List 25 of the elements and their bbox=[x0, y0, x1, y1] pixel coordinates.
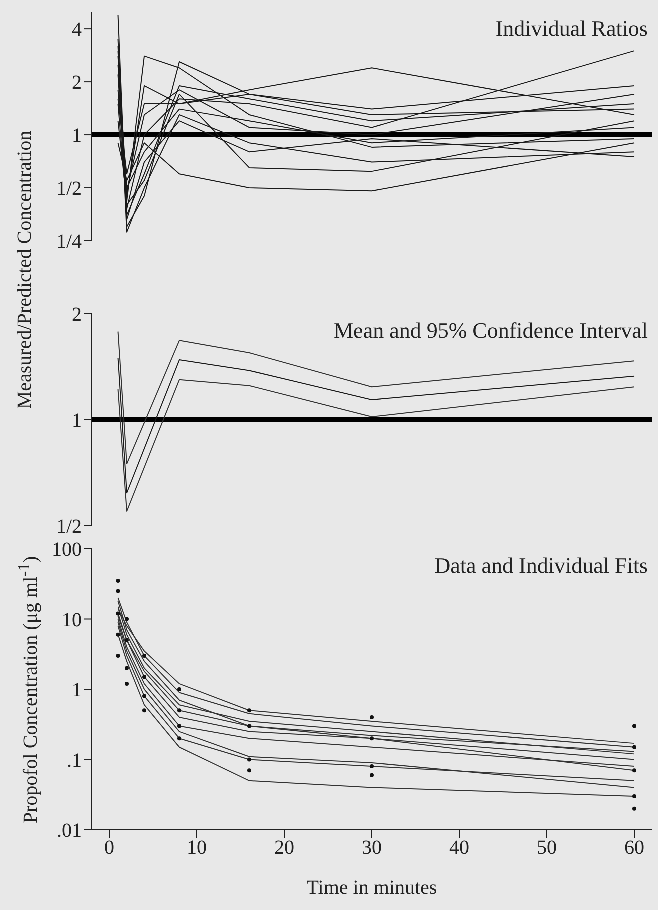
y-tick-label: 2 bbox=[72, 304, 82, 326]
chart-title: Mean and 95% Confidence Interval bbox=[334, 318, 648, 344]
x-tick-label: 10 bbox=[187, 837, 207, 860]
y-tick-label: 4 bbox=[72, 19, 82, 42]
y-tick-label: 1 bbox=[72, 125, 82, 148]
x-tick-label: 60 bbox=[624, 837, 644, 860]
y-tick-label: 1/2 bbox=[56, 178, 82, 200]
x-axis-title: Time in minutes bbox=[306, 877, 438, 900]
x-tick-label: 30 bbox=[362, 837, 382, 860]
y-tick-label: .1 bbox=[67, 750, 82, 772]
chart-title: Data and Individual Fits bbox=[434, 553, 648, 579]
y-tick-label: .01 bbox=[57, 820, 82, 842]
x-tick-label: 50 bbox=[537, 837, 557, 860]
y-tick-label: 1 bbox=[72, 410, 82, 432]
y-tick-label: 1 bbox=[72, 680, 82, 702]
y-tick-label: 1/2 bbox=[56, 516, 82, 538]
y-tick-label: 100 bbox=[52, 539, 82, 562]
y-tick-label: 10 bbox=[62, 609, 82, 632]
chart-title: Individual Ratios bbox=[496, 16, 648, 42]
y-axis-title: Measured/Predicted Concentration bbox=[14, 130, 37, 412]
y-tick-label: 2 bbox=[72, 72, 82, 94]
x-tick-label: 40 bbox=[450, 837, 470, 860]
y-tick-label: 1/4 bbox=[56, 231, 82, 254]
x-tick-label: 0 bbox=[104, 837, 114, 860]
x-tick-label: 20 bbox=[274, 837, 294, 860]
